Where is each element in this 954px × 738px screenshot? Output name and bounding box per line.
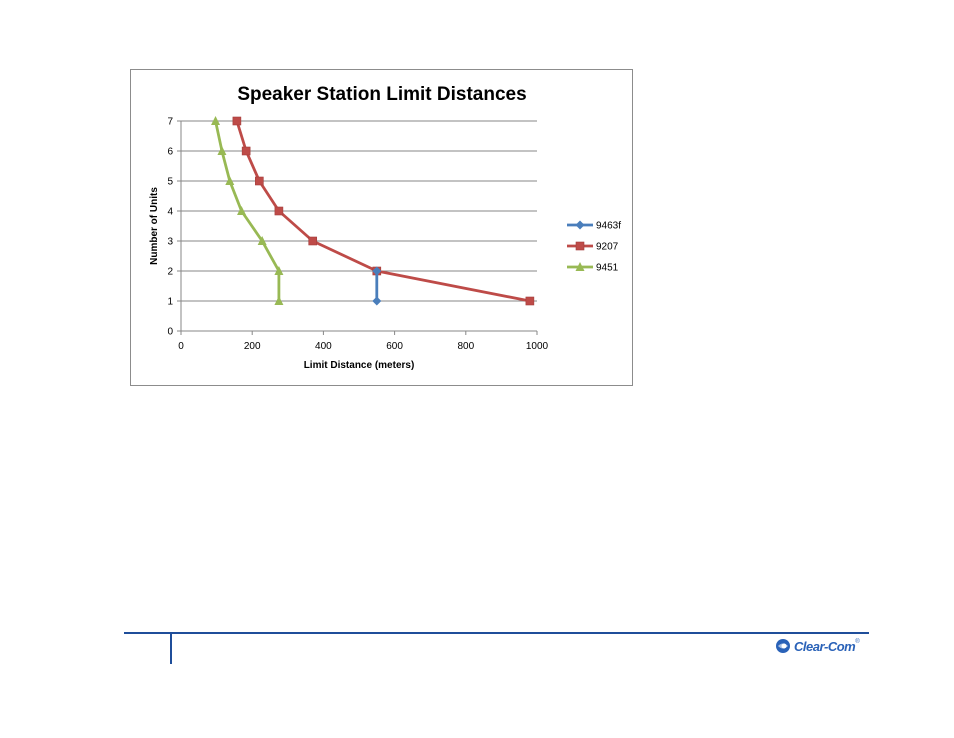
y-axis-label: Number of Units — [149, 187, 160, 265]
legend-entry-9207: 9207 — [567, 242, 619, 253]
clear-com-logo: Clear-Com ® — [775, 636, 860, 656]
data-point-9207 — [241, 146, 251, 156]
legend-marker — [575, 262, 585, 271]
x-tick-label: 400 — [315, 341, 332, 352]
data-point-9451 — [274, 266, 284, 275]
y-tick-label: 0 — [167, 327, 173, 338]
legend-entry-9463f: 9463f — [567, 220, 621, 232]
x-axis-label: Limit Distance (meters) — [304, 360, 415, 371]
legend-label: 9207 — [596, 242, 619, 253]
y-tick-label: 2 — [167, 267, 173, 278]
data-point-9451 — [257, 236, 267, 245]
legend-entry-9451: 9451 — [567, 262, 619, 274]
series — [211, 116, 535, 306]
legend: 9463f 9207 9451 — [567, 220, 621, 274]
gridlines — [181, 120, 537, 302]
y-tick-label: 1 — [167, 297, 173, 308]
data-point-9207 — [232, 116, 242, 126]
y-tick-label: 5 — [167, 177, 173, 188]
footer-divider — [124, 632, 869, 634]
x-tick-label: 800 — [457, 341, 474, 352]
data-point-9207 — [274, 206, 284, 216]
data-point-9207 — [308, 236, 318, 246]
x-tick-label: 0 — [178, 341, 184, 352]
y-tick-label: 7 — [167, 117, 173, 128]
axes: 0 1 2 3 4 5 6 7 0 200 400 600 800 1000 — [167, 117, 548, 353]
logo-registered-mark: ® — [855, 639, 860, 645]
series-9451 — [211, 116, 284, 305]
data-point-9451 — [274, 296, 284, 305]
legend-label: 9463f — [596, 221, 621, 232]
clear-com-globe-icon — [776, 639, 790, 653]
logo-text: Clear-Com — [794, 638, 856, 654]
series-9463f — [372, 266, 382, 306]
data-point-9207 — [525, 296, 535, 306]
data-point-9463f — [372, 296, 382, 306]
legend-marker — [575, 220, 585, 230]
x-tick-label: 600 — [386, 341, 403, 352]
footer-tick — [170, 632, 172, 664]
y-tick-label: 3 — [167, 237, 173, 248]
data-point-9451 — [225, 176, 235, 185]
y-tick-label: 4 — [167, 207, 173, 218]
x-tick-label: 200 — [244, 341, 261, 352]
x-tick-label: 1000 — [526, 341, 549, 352]
y-tick-label: 6 — [167, 147, 173, 158]
chart-title: Speaker Station Limit Distances — [237, 84, 526, 105]
chart-frame: Speaker Station Limit Distances 0 1 2 3 4 5 6 7… — [130, 69, 633, 386]
data-point-9463f — [372, 266, 382, 276]
legend-marker — [575, 241, 585, 251]
data-point-9451 — [217, 146, 227, 155]
chart: Speaker Station Limit Distances 0 1 2 3 4 5 6 7… — [149, 84, 621, 371]
data-point-9451 — [237, 206, 247, 215]
legend-label: 9451 — [596, 263, 619, 274]
data-point-9451 — [211, 116, 221, 125]
data-point-9207 — [255, 176, 264, 186]
